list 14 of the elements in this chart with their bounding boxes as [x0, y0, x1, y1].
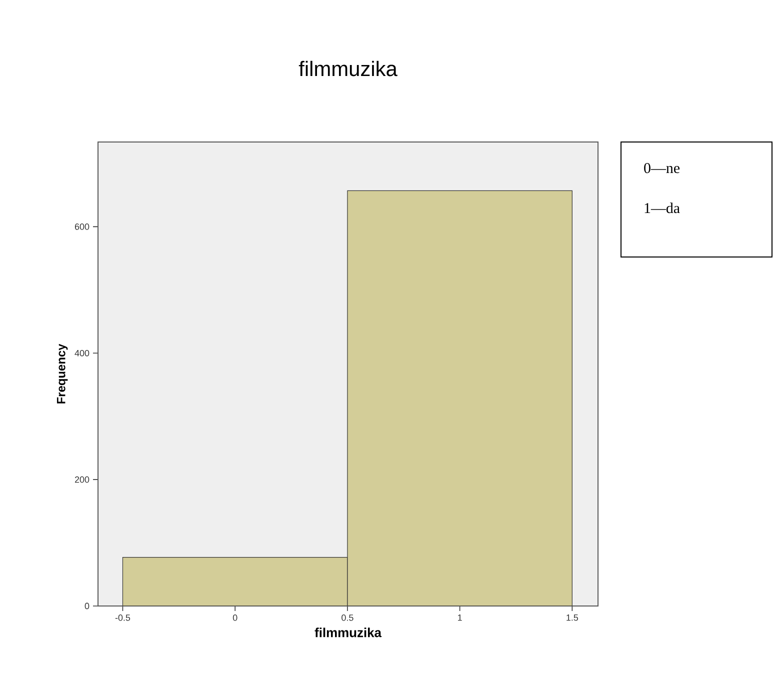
x-axis-title: filmmuzika: [314, 628, 382, 638]
text: 1—da: [644, 202, 680, 214]
text: 0—ne: [644, 163, 680, 174]
x-tick-label: 1.5: [566, 614, 578, 621]
y-tick-label: 600: [74, 224, 90, 230]
y-tick-label: 0: [84, 602, 90, 610]
x-tick-label: -0.5: [115, 614, 130, 621]
x-tick-label: 0: [232, 614, 238, 621]
x-tick-label: 1: [458, 614, 462, 621]
x-tick-label: 0.5: [342, 614, 354, 621]
chart-title: filmmuzika: [298, 60, 398, 76]
y-tick-label: 200: [74, 476, 90, 483]
y-tick-label: 400: [74, 350, 90, 356]
y-axis-title: Frequency: [56, 344, 68, 404]
